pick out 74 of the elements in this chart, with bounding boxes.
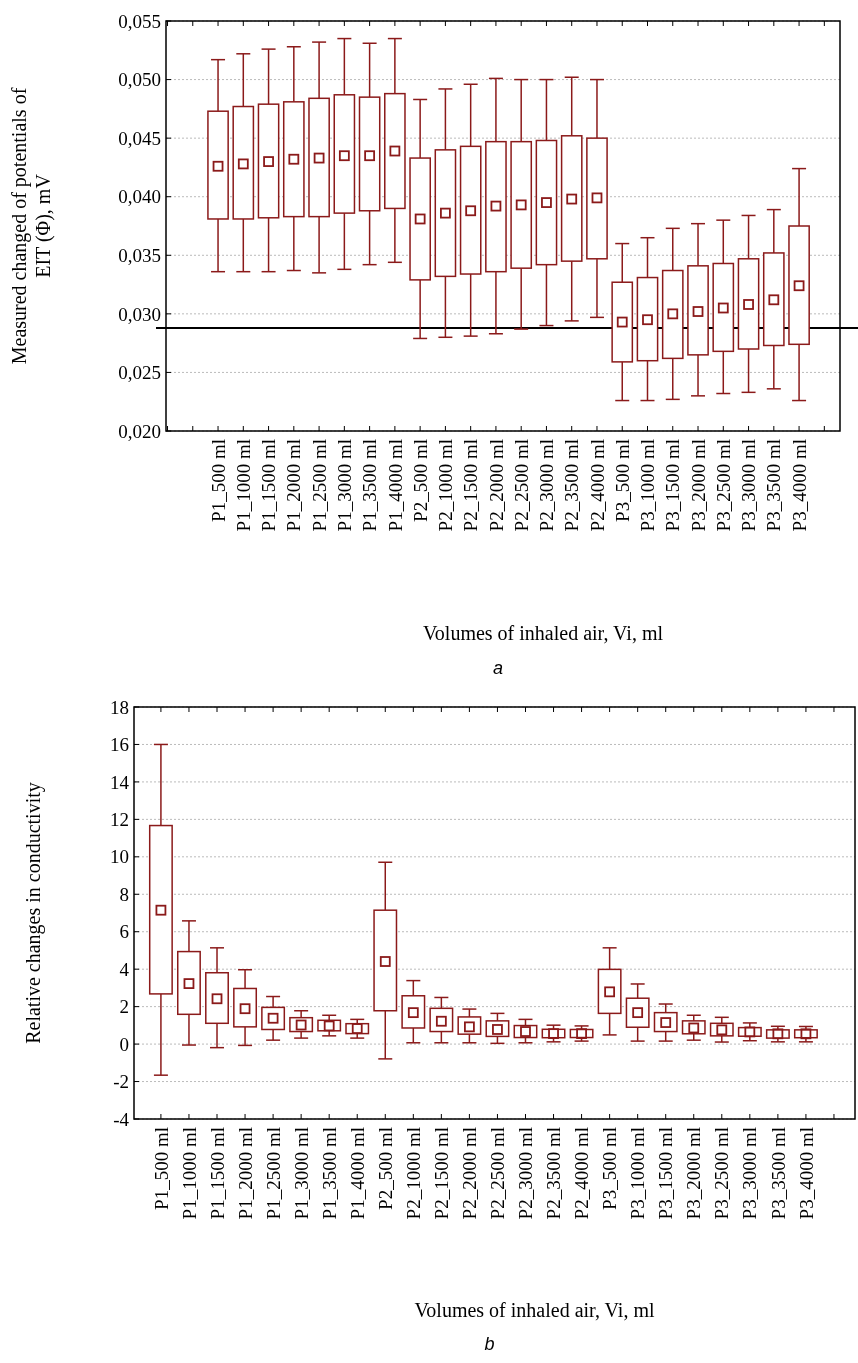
x-tick-label: P1_2000 ml — [283, 439, 305, 532]
y-tick-label: 0,030 — [118, 303, 161, 325]
y-tick-label: 16 — [110, 734, 129, 756]
x-tick-label: P2_4000 ml — [586, 439, 608, 532]
y-tick-label: 12 — [110, 809, 129, 831]
x-tick-label: P3_1500 ml — [655, 1127, 677, 1220]
y-tick-label: 6 — [119, 921, 129, 943]
x-tick-label: P1_1000 ml — [178, 1127, 200, 1220]
x-tick-label: P1_4000 ml — [384, 439, 406, 532]
text: a — [492, 658, 504, 678]
x-tick-label: P3_1000 ml — [627, 1127, 649, 1220]
y-tick-label: 0,040 — [118, 186, 161, 208]
x-tick-label: P3_1000 ml — [637, 439, 659, 532]
x-tick-label: P2_1000 ml — [435, 439, 457, 532]
x-tick-label: P3_3500 ml — [763, 439, 785, 532]
x-tick-label: P2_1500 ml — [460, 439, 482, 532]
x-tick-label: P3_2000 ml — [683, 1127, 705, 1220]
x-tick-label: P2_2500 ml — [510, 439, 532, 532]
y-tick-label: 0,055 — [118, 10, 161, 32]
x-tick-label: P2_1500 ml — [431, 1127, 453, 1220]
y-tick-label: 4 — [119, 958, 130, 980]
y-tick-label: 2 — [119, 996, 129, 1018]
x-tick-label: P3_2000 ml — [687, 439, 709, 532]
text: b — [484, 1334, 495, 1354]
x-tick-label: P3_500 ml — [611, 439, 633, 522]
x-tick-label: P1_4000 ml — [346, 1127, 368, 1220]
x-tick-label: P2_1000 ml — [402, 1127, 424, 1220]
x-tick-label: P3_2500 ml — [711, 1127, 733, 1220]
y-tick-label: 0 — [119, 1033, 129, 1055]
x-tick-label: P3_4000 ml — [788, 439, 810, 532]
x-tick-label: P3_1500 ml — [662, 439, 684, 532]
x-tick-label: P3_2500 ml — [712, 439, 734, 532]
x-tick-label: P1_3000 ml — [334, 439, 355, 532]
y-tick-label: 18 — [110, 696, 129, 718]
x-tick-label: P3_3000 ml — [739, 1127, 761, 1220]
x-tick-label: P1_3500 ml — [359, 439, 381, 532]
x-tick-label: P1_500 ml — [150, 1127, 172, 1210]
y-tick-label: 8 — [119, 883, 129, 905]
y-tick-label: 0,035 — [118, 244, 161, 266]
x-tick-label: P3_500 ml — [599, 1127, 621, 1210]
x-tick-label: P1_2500 ml — [308, 439, 330, 532]
x-axis-title: Volumes of inhaled air, Vi, ml — [414, 1299, 655, 1321]
x-tick-label: P3_4000 ml — [795, 1127, 817, 1220]
y-tick-label: 10 — [110, 846, 129, 868]
y-axis-title: Relative changes in conductivity — [22, 782, 45, 1044]
x-tick-label: P1_3500 ml — [318, 1127, 340, 1220]
y-axis-title: Measured changed of potentials of EIT (Φ), mV — [8, 87, 55, 365]
x-tick-label: P2_500 ml — [409, 439, 431, 522]
x-tick-label: P2_2000 ml — [459, 1127, 481, 1220]
y-tick-label: 14 — [110, 771, 130, 793]
x-tick-label: P1_3000 ml — [290, 1127, 312, 1220]
x-tick-label: P2_2500 ml — [487, 1127, 509, 1220]
y-tick-label: -2 — [113, 1071, 129, 1093]
x-axis-title: Volumes of inhaled air, Vi, ml — [422, 622, 664, 644]
x-tick-label: P2_3500 ml — [543, 1127, 565, 1220]
x-tick-label: P2_4000 ml — [571, 1127, 593, 1220]
x-tick-label: P2_3000 ml — [536, 439, 558, 532]
y-tick-label: 0,020 — [118, 420, 161, 442]
x-tick-label: P1_1500 ml — [206, 1127, 228, 1220]
x-tick-label: P2_3500 ml — [561, 439, 583, 532]
x-tick-label: P1_1000 ml — [232, 439, 254, 532]
x-tick-label: P1_2000 ml — [234, 1127, 256, 1220]
x-tick-label: P1_1500 ml — [258, 439, 280, 532]
x-tick-label: P1_2500 ml — [262, 1127, 284, 1220]
x-tick-label: P3_3000 ml — [738, 439, 760, 532]
x-tick-label: P1_500 ml — [207, 439, 229, 522]
x-tick-label: P2_500 ml — [374, 1127, 396, 1210]
y-tick-label: 0,045 — [118, 127, 161, 149]
x-tick-label: P3_3500 ml — [767, 1127, 789, 1220]
y-tick-label: 0,025 — [118, 362, 161, 384]
y-tick-label: 0,050 — [118, 69, 161, 91]
x-tick-label: P2_3000 ml — [515, 1127, 537, 1220]
y-tick-label: -4 — [113, 1108, 130, 1130]
x-tick-label: P2_2000 ml — [485, 439, 507, 532]
